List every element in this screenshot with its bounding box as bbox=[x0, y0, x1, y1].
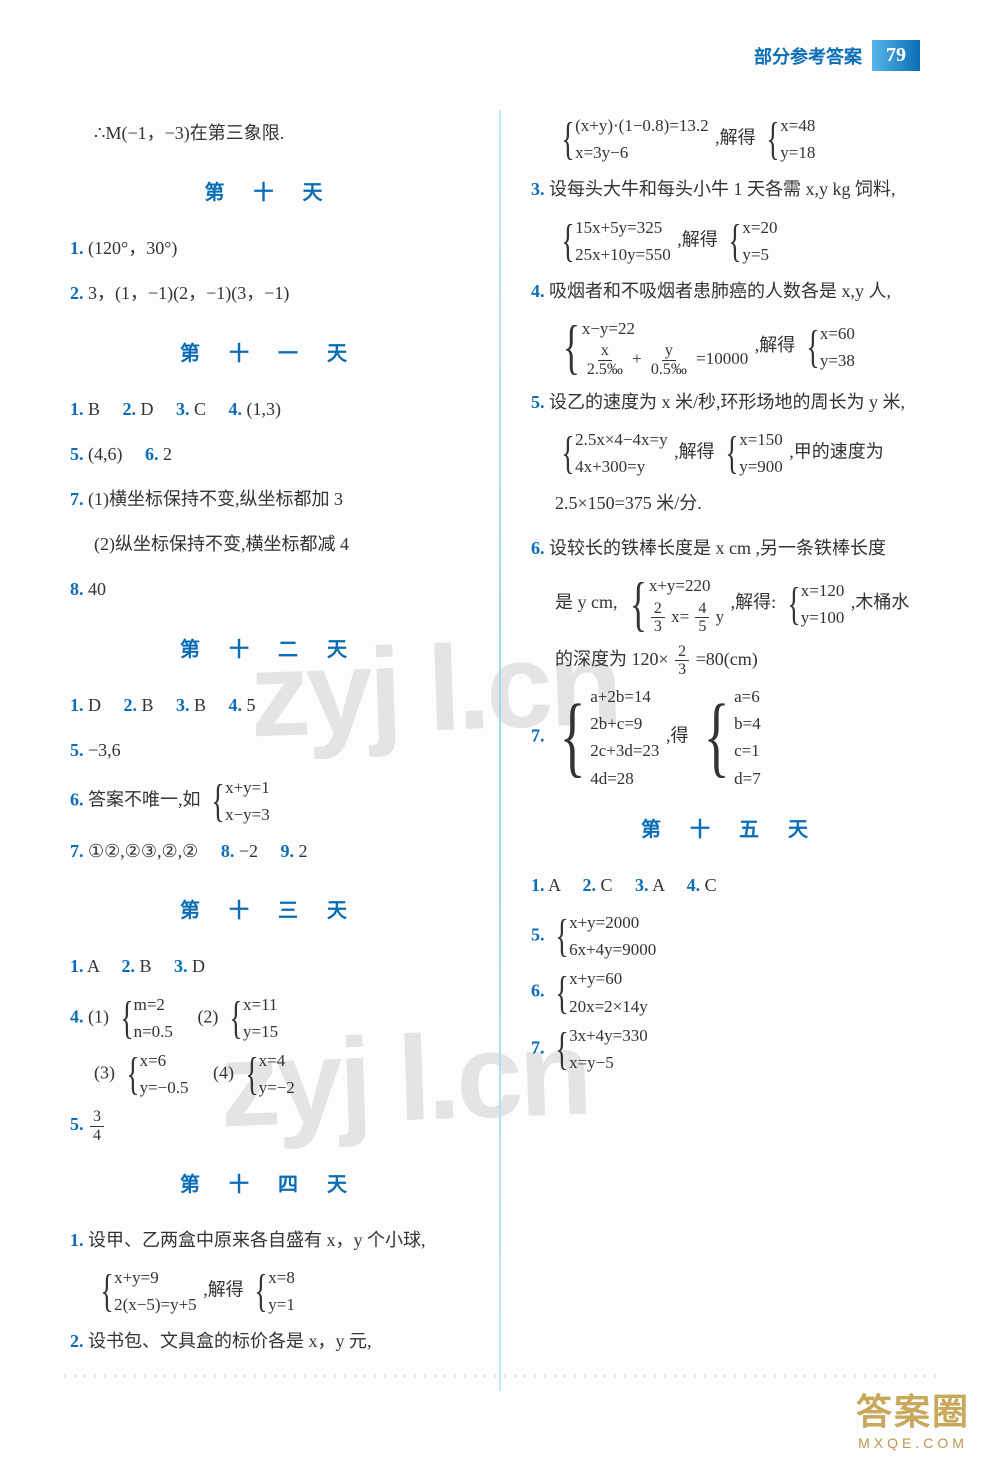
answer-line: 5. {x+y=20006x+4y=9000 bbox=[531, 909, 930, 963]
answer-line: 2. 设书包、文具盒的标价各是 x，y 元, bbox=[70, 1320, 469, 1363]
answer-line: {2.5x×4−4x=y4x+300=y ,解得 {x=150y=900 ,甲的… bbox=[531, 426, 930, 480]
answer-line: 6. 设较长的铁棒长度是 x cm ,另一条铁棒长度 bbox=[531, 527, 930, 570]
answer-line: 7. {3x+4y=330x=y−5 bbox=[531, 1022, 930, 1076]
answer-line: {x+y=92(x−5)=y+5 ,解得 {x=8y=1 bbox=[70, 1264, 469, 1318]
page-header: 部分参考答案 79 bbox=[754, 40, 920, 71]
answer-line: 7. (1)横坐标保持不变,纵坐标都加 3 bbox=[70, 478, 469, 521]
answer-line: 1. B 2. D 3. C 4. (1,3) bbox=[70, 388, 469, 431]
answer-line: 4. (1) {m=2n=0.5 (2) {x=11y=15 bbox=[70, 991, 469, 1045]
footer-logo: 答案圈 MXQE.COM bbox=[856, 1383, 970, 1451]
answer-line: 5. 34 bbox=[70, 1103, 469, 1146]
day-title: 第 十 五 天 bbox=[531, 806, 930, 854]
answer-line: 8. 40 bbox=[70, 568, 469, 611]
header-label: 部分参考答案 bbox=[754, 43, 862, 69]
answer-line: { x−y=22 x2.5‰ + y0.5‰ =10000 ,解得 {x=60y… bbox=[531, 315, 930, 378]
day-title: 第 十 天 bbox=[70, 169, 469, 217]
answer-line: 7. { a+2b=142b+c=92c+3d=234d=28 ,得 { a=6… bbox=[531, 683, 930, 792]
column-divider bbox=[499, 110, 501, 1391]
answer-line: 7. ①②,②③,②,② 8. −2 9. 2 bbox=[70, 830, 469, 873]
answer-line: 5. 设乙的速度为 x 米/秒,环形场地的周长为 y 米, bbox=[531, 381, 930, 424]
footer-name: 答案圈 bbox=[856, 1383, 970, 1435]
footer-url: MXQE.COM bbox=[856, 1435, 970, 1451]
answer-line: 5. −3,6 bbox=[70, 729, 469, 772]
answer-line: 3. 设每头大牛和每头小牛 1 天各需 x,y kg 饲料, bbox=[531, 168, 930, 211]
answer-line: 1. D 2. B 3. B 4. 5 bbox=[70, 684, 469, 727]
answer-line: 2.5×150=375 米/分. bbox=[531, 482, 930, 525]
day-title: 第 十 一 天 bbox=[70, 330, 469, 378]
answer-line: 是 y cm, { x+y=220 23 x= 45 y ,解得: {x=120… bbox=[531, 572, 930, 635]
answer-line: {15x+5y=32525x+10y=550 ,解得 {x=20y=5 bbox=[531, 214, 930, 268]
answer-line: 的深度为 120× 23 =80(cm) bbox=[531, 638, 930, 681]
answer-line: 2. 3，(1，−1)(2，−1)(3，−1) bbox=[70, 272, 469, 315]
answer-line: 6. 答案不唯一,如 {x+y=1x−y=3 bbox=[70, 774, 469, 828]
left-column: ∴M(−1，−3)在第三象限. 第 十 天 1. (120°，30°) 2. 3… bbox=[70, 110, 469, 1391]
day-title: 第 十 三 天 bbox=[70, 887, 469, 935]
decorative-dots bbox=[60, 1371, 940, 1381]
answer-line: {(x+y)·(1−0.8)=13.2x=3y−6 ,解得 {x=48y=18 bbox=[531, 112, 930, 166]
day-title: 第 十 二 天 bbox=[70, 626, 469, 674]
answer-line: 1. A 2. B 3. D bbox=[70, 945, 469, 988]
answer-line: 4. 吸烟者和不吸烟者患肺癌的人数各是 x,y 人, bbox=[531, 270, 930, 313]
answer-line: 5. (4,6) 6. 2 bbox=[70, 433, 469, 476]
content-columns: ∴M(−1，−3)在第三象限. 第 十 天 1. (120°，30°) 2. 3… bbox=[70, 110, 930, 1391]
answer-line: (3) {x=6y=−0.5 (4) {x=4y=−2 bbox=[70, 1047, 469, 1101]
answer-line: 6. {x+y=6020x=2×14y bbox=[531, 965, 930, 1019]
answer-line: 1. A 2. C 3. A 4. C bbox=[531, 864, 930, 907]
answer-line: 1. 设甲、乙两盒中原来各自盛有 x，y 个小球, bbox=[70, 1219, 469, 1262]
day-title: 第 十 四 天 bbox=[70, 1161, 469, 1209]
right-column: {(x+y)·(1−0.8)=13.2x=3y−6 ,解得 {x=48y=18 … bbox=[531, 110, 930, 1391]
answer-line: 1. (120°，30°) bbox=[70, 227, 469, 270]
page-number: 79 bbox=[872, 40, 920, 71]
text: ∴M(−1，−3)在第三象限. bbox=[70, 112, 469, 155]
answer-line: (2)纵坐标保持不变,横坐标都减 4 bbox=[70, 523, 469, 566]
